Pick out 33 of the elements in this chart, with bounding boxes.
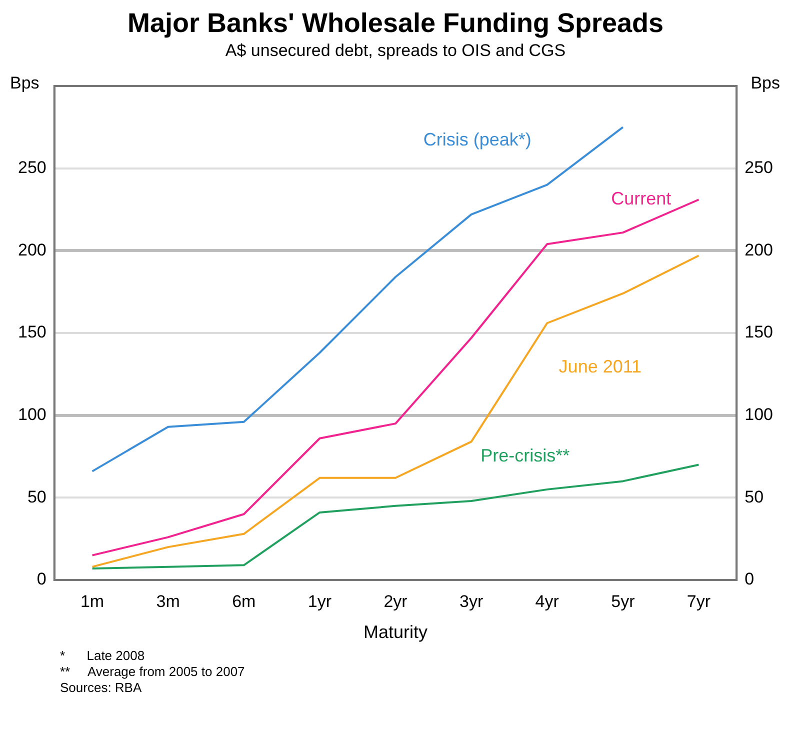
chart-subtitle: A$ unsecured debt, spreads to OIS and CGS [224,41,567,61]
x-tick-label: 6m [232,592,256,611]
x-tick-label: 1yr [308,592,332,611]
x-tick-label: 4yr [535,592,560,611]
y2-tick-label: 50 [744,487,764,506]
y-tick-label: 50 [27,487,46,506]
y2-tick-label: 100 [744,405,774,424]
x-tick-label: 5yr [611,592,636,611]
text: Crisis (peak*) [423,129,532,150]
series-label: Pre-crisis** [480,445,570,466]
text: ** Average from 2005 to 2007 [60,664,245,680]
y-tick-label: 250 [18,158,46,178]
y-tick-label: 0 [36,570,46,589]
x-tick-label: 3yr [459,592,484,611]
text: * Late 2008 [60,648,146,664]
x-tick-label: 1m [80,592,104,611]
series-label: June 2011 [558,356,642,377]
x-axis-title: Maturity [363,622,428,642]
x-tick-label: 3m [156,592,180,611]
y2-tick-label: 250 [744,158,774,178]
series-label: Current [611,188,672,209]
source-note: Sources: RBA [60,680,143,696]
y-axis-title: Bps [10,74,40,93]
x-tick-label: 2yr [384,592,408,611]
chart-title: Major Banks' Wholesale Funding Spreads [126,8,665,39]
x-tick-label: 7yr [686,592,711,611]
y2-tick-label: 150 [744,322,774,342]
y-tick-label: 100 [18,405,46,424]
y2-tick-label: 0 [744,570,754,589]
y2-tick-label: 200 [744,240,774,260]
y-tick-label: 200 [18,240,46,260]
y-tick-label: 150 [18,322,46,342]
y2-axis-title: Bps [750,74,780,93]
